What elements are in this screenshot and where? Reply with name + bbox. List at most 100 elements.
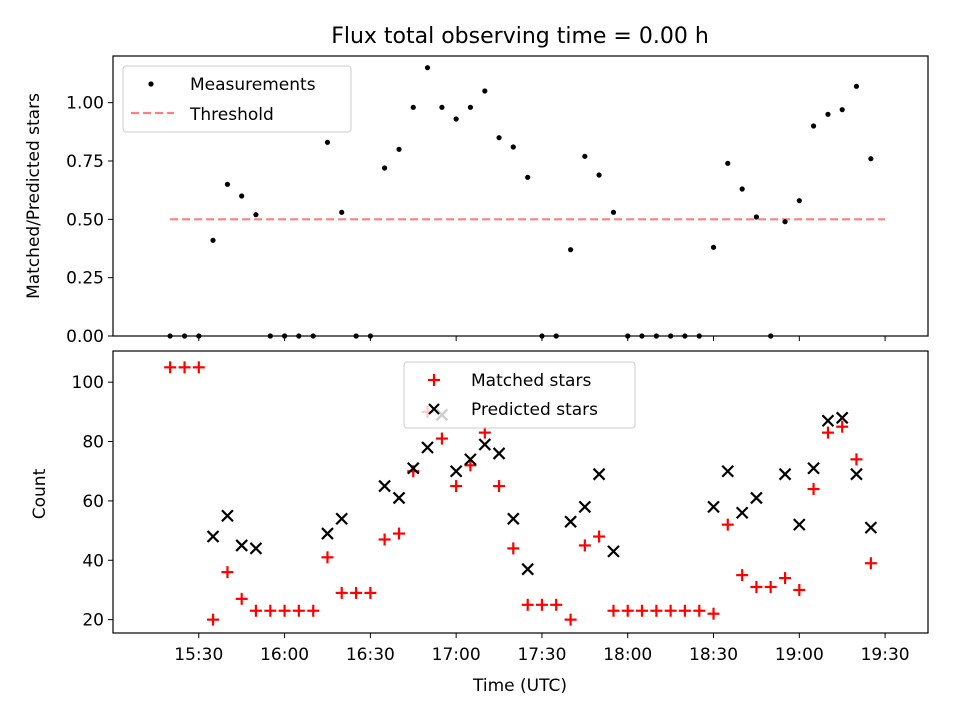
measurement-point	[868, 156, 874, 162]
matched-star-point	[535, 598, 548, 611]
bottom-legend-box	[403, 361, 636, 429]
top-y-tick-label: 0.75	[66, 152, 104, 172]
matched-star-point	[821, 426, 834, 439]
legend-measurements-marker	[148, 81, 154, 87]
measurement-point	[324, 139, 331, 145]
matched-star-point	[564, 613, 577, 626]
x-tick-label: 19:00	[775, 645, 824, 665]
predicted-star-point	[607, 545, 620, 558]
measurement-point	[582, 153, 588, 159]
predicted-star-point	[406, 461, 420, 475]
matched-star-point	[779, 572, 792, 585]
matched-star-point	[221, 566, 234, 579]
matched-star-point	[750, 580, 763, 593]
x-tick-label: 17:00	[432, 645, 481, 665]
predicted-star-point	[521, 562, 534, 576]
top-y-tick-label: 1.00	[66, 94, 104, 114]
legend-predicted-marker	[428, 403, 440, 415]
legend-matched-marker	[428, 374, 440, 386]
measurement-point	[839, 107, 845, 113]
predicted-star-point	[850, 467, 863, 481]
measurement-point	[739, 186, 745, 192]
matched-star-point	[192, 361, 205, 374]
measurement-point	[410, 104, 416, 110]
predicted-star-point	[835, 411, 849, 425]
top-y-tick-label: 0.00	[66, 327, 104, 347]
matched-star-point	[678, 604, 691, 617]
matched-star-point	[593, 530, 606, 543]
matched-star-point	[693, 604, 706, 617]
measurement-point	[339, 209, 345, 215]
matched-star-point	[364, 586, 377, 599]
predicted-star-point	[449, 464, 463, 478]
predicted-star-point	[221, 509, 234, 523]
measurement-point	[596, 172, 602, 178]
bottom-y-tick-label: 40	[82, 551, 104, 571]
matched-star-point	[335, 586, 348, 599]
measurement-point	[396, 146, 402, 152]
top-legend-box	[122, 65, 352, 133]
matched-star-point	[607, 604, 620, 617]
matched-star-point	[764, 580, 777, 593]
measurement-point	[510, 144, 516, 150]
matched-star-point	[864, 557, 877, 570]
predicted-star-point	[750, 491, 763, 505]
top-y-tick-label: 0.50	[66, 210, 104, 230]
matched-star-point	[235, 592, 248, 605]
matched-star-point	[493, 480, 506, 493]
legend-matched-label: Matched stars	[471, 371, 591, 391]
measurement-point	[482, 88, 488, 94]
matched-star-point	[249, 604, 262, 617]
measurement-point	[253, 212, 259, 218]
measurement-point	[782, 219, 788, 225]
predicted-star-point	[507, 512, 520, 525]
legend-measurements-label: Measurements	[190, 75, 316, 95]
measurement-point	[525, 174, 531, 180]
matched-star-point	[478, 426, 491, 439]
matched-star-point	[178, 361, 191, 374]
measurement-point	[753, 214, 760, 220]
measurement-point	[610, 209, 617, 215]
x-tick-label: 18:00	[603, 645, 652, 665]
matched-star-point	[307, 604, 320, 617]
bottom-axes-frame	[112, 350, 929, 634]
x-tick-label: 19:30	[861, 645, 910, 665]
bottom-y-tick-label: 80	[82, 433, 104, 453]
legend-threshold-label: Threshold	[189, 105, 274, 125]
matched-star-point	[435, 432, 448, 445]
measurement-point	[496, 135, 502, 141]
matched-star-point	[378, 533, 391, 546]
matched-star-point	[793, 583, 806, 596]
predicted-star-point	[721, 464, 735, 478]
top-y-tick-label: 0.25	[66, 269, 104, 289]
predicted-star-point	[464, 453, 477, 466]
matched-star-point	[807, 483, 820, 496]
measurement-point	[210, 237, 216, 243]
predicted-star-point	[392, 491, 406, 505]
predicted-star-point	[378, 479, 391, 493]
top-legend: Measurements Threshold	[122, 65, 352, 133]
measurement-point	[796, 198, 802, 204]
bottom-y-tick-label: 20	[82, 611, 104, 631]
measurement-point	[710, 244, 717, 250]
top-y-axis-label: Matched/Predicted stars	[24, 93, 44, 299]
matched-star-point	[635, 604, 648, 617]
predicted-star-point	[707, 500, 720, 514]
matched-star-point	[664, 604, 677, 617]
matched-star-point	[850, 453, 863, 466]
x-tick-label: 16:00	[260, 645, 309, 665]
x-axis-label: Time (UTC)	[472, 676, 567, 696]
measurement-point	[725, 160, 731, 166]
matched-star-point	[321, 551, 334, 564]
matched-star-point	[550, 598, 563, 611]
matched-star-point	[292, 604, 305, 617]
top-axes-frame	[112, 55, 929, 337]
predicted-star-point	[335, 512, 348, 525]
predicted-star-point	[821, 414, 835, 428]
measurement-point	[439, 104, 445, 110]
matched-star-point	[450, 480, 463, 493]
bottom-legend: Matched stars Predicted stars	[403, 361, 636, 429]
predicted-star-point	[807, 461, 820, 475]
matched-star-point	[836, 420, 849, 433]
